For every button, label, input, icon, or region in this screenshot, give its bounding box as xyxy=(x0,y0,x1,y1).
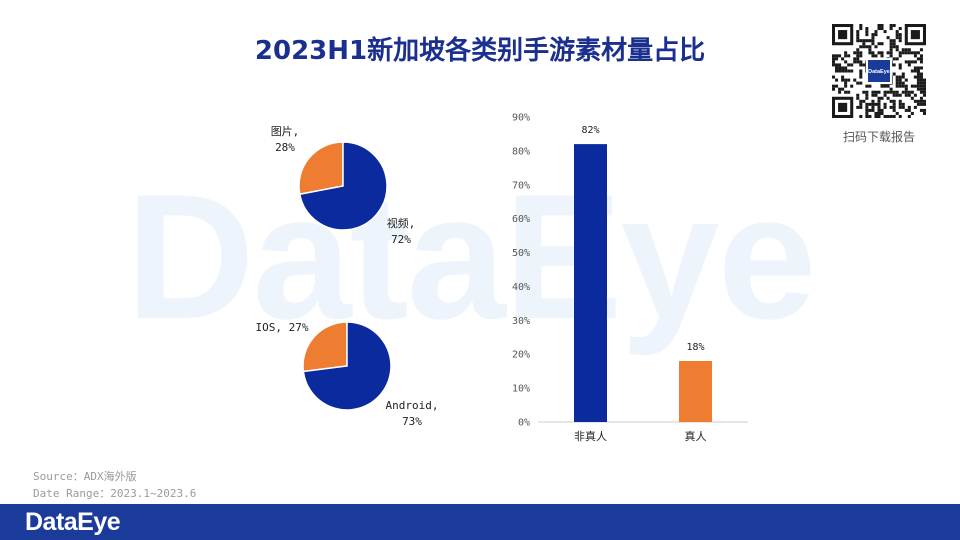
y-tick-label: 70% xyxy=(512,180,530,191)
pie1-label-image: 图片, 28% xyxy=(262,124,308,156)
source-line: Source：ADX海外版 xyxy=(33,470,137,483)
pie1-label-video: 视频, 72% xyxy=(378,216,424,248)
y-tick-label: 50% xyxy=(512,248,530,259)
date-range-line: Date Range：2023.1~2023.6 xyxy=(33,487,197,500)
pie2-label-android-line1: Android, xyxy=(385,399,439,412)
qr-code[interactable]: DataEye xyxy=(832,24,926,118)
y-tick-label: 80% xyxy=(512,146,530,157)
y-tick-label: 0% xyxy=(518,418,530,429)
pie2-slice-IOS xyxy=(302,321,348,373)
qr-caption: 扫码下载报告 xyxy=(842,130,915,144)
page-title: 2023H1新加坡各类别手游素材量占比 xyxy=(254,36,706,66)
bar-value-label: 18% xyxy=(686,342,704,353)
pie2-label-android: Android, 73% xyxy=(382,398,442,430)
bar-真人 xyxy=(679,361,712,422)
x-category-label: 真人 xyxy=(685,429,707,443)
x-category-label: 非真人 xyxy=(574,429,607,443)
pie1-slice-图片 xyxy=(298,141,344,196)
footer-bar: DataEye xyxy=(0,504,960,540)
pie2-slice-Android xyxy=(302,321,392,411)
pie2-label-ios-line1: IOS, 27% xyxy=(255,321,309,334)
bar-非真人 xyxy=(574,144,607,422)
pie1-slice-视频 xyxy=(298,141,388,231)
pie2-label-android-line2: 73% xyxy=(402,415,422,428)
y-tick-label: 90% xyxy=(512,113,530,124)
y-tick-label: 20% xyxy=(512,350,530,361)
pie1-label-image-line2: 28% xyxy=(275,141,295,154)
bar-value-label: 82% xyxy=(581,125,599,136)
y-tick-label: 40% xyxy=(512,282,530,293)
pie1-label-image-line1: 图片, xyxy=(270,125,300,138)
qr-logo-text: DataEye xyxy=(868,69,890,75)
footer-logo: DataEye xyxy=(25,508,121,536)
y-tick-label: 60% xyxy=(512,214,530,225)
y-tick-label: 30% xyxy=(512,316,530,327)
y-tick-label: 10% xyxy=(512,384,530,395)
pie1-label-video-line1: 视频, xyxy=(386,217,416,230)
watermark: DataEye xyxy=(126,157,817,356)
pie1-label-video-line2: 72% xyxy=(391,233,411,246)
pie2-label-ios: IOS, 27% xyxy=(252,320,312,336)
source-note: Source：ADX海外版 Date Range：2023.1~2023.6 xyxy=(33,468,196,502)
